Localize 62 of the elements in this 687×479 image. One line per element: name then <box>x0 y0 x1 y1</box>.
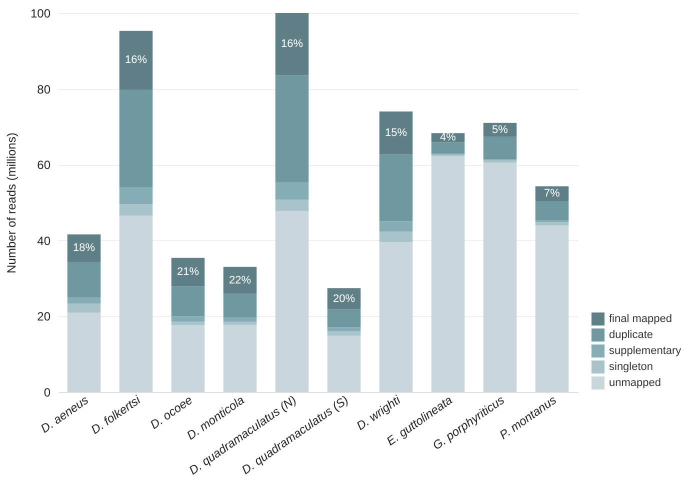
bar <box>223 266 257 294</box>
bar <box>379 221 413 232</box>
bar <box>119 90 153 187</box>
legend-label: unmapped <box>609 377 661 389</box>
y-axis-title: Number of reads (millions) <box>4 132 18 274</box>
bar <box>379 154 413 222</box>
bar <box>67 304 101 313</box>
annotation: 16% <box>280 38 304 50</box>
bar <box>379 242 413 392</box>
bar <box>275 13 309 76</box>
legend-label: final mapped <box>609 313 672 325</box>
bar <box>275 199 309 212</box>
annotation: 15% <box>384 126 408 139</box>
annotation: 4% <box>440 132 456 144</box>
bar <box>171 258 205 286</box>
annotation: 20% <box>332 292 356 305</box>
bar <box>223 324 257 392</box>
annotation: 21% <box>176 266 200 278</box>
bar <box>483 136 517 160</box>
bar <box>67 262 101 298</box>
bar <box>119 186 153 204</box>
bar <box>327 327 361 331</box>
bar <box>275 182 309 200</box>
bar <box>275 211 309 392</box>
bar <box>431 142 465 154</box>
bar <box>483 162 517 392</box>
bar <box>223 294 257 318</box>
bar <box>379 112 413 154</box>
bar <box>223 322 257 325</box>
legend-label: supplementary <box>609 345 682 357</box>
y-tick-label: 0 <box>44 386 51 400</box>
legend-label: singleton <box>609 361 654 373</box>
bar <box>275 75 309 183</box>
bar <box>223 318 257 322</box>
bar <box>171 325 205 392</box>
bar <box>171 316 205 322</box>
bar <box>379 232 413 242</box>
bar <box>119 216 153 392</box>
y-tick-label: 20 <box>37 310 51 324</box>
annotation: 5% <box>492 124 508 136</box>
bar <box>67 312 101 392</box>
legend-label: duplicate <box>609 329 654 341</box>
bar <box>327 336 361 392</box>
y-tick-label: 100 <box>30 6 51 20</box>
bar <box>535 200 569 220</box>
bar <box>431 156 465 392</box>
bar <box>171 322 205 326</box>
bar <box>67 298 101 304</box>
bar <box>327 330 361 336</box>
annotation: 7% <box>544 188 560 200</box>
y-tick-label: 60 <box>37 158 51 172</box>
bar <box>535 226 569 392</box>
bar <box>119 204 153 216</box>
y-tick-label: 40 <box>37 234 51 248</box>
annotation: 16% <box>124 54 148 66</box>
bar <box>327 309 361 328</box>
bar <box>535 222 569 226</box>
annotation: 22% <box>228 274 252 286</box>
bar <box>119 30 153 90</box>
bar <box>171 286 205 316</box>
y-tick-label: 80 <box>37 82 51 96</box>
annotation: 18% <box>72 242 96 254</box>
